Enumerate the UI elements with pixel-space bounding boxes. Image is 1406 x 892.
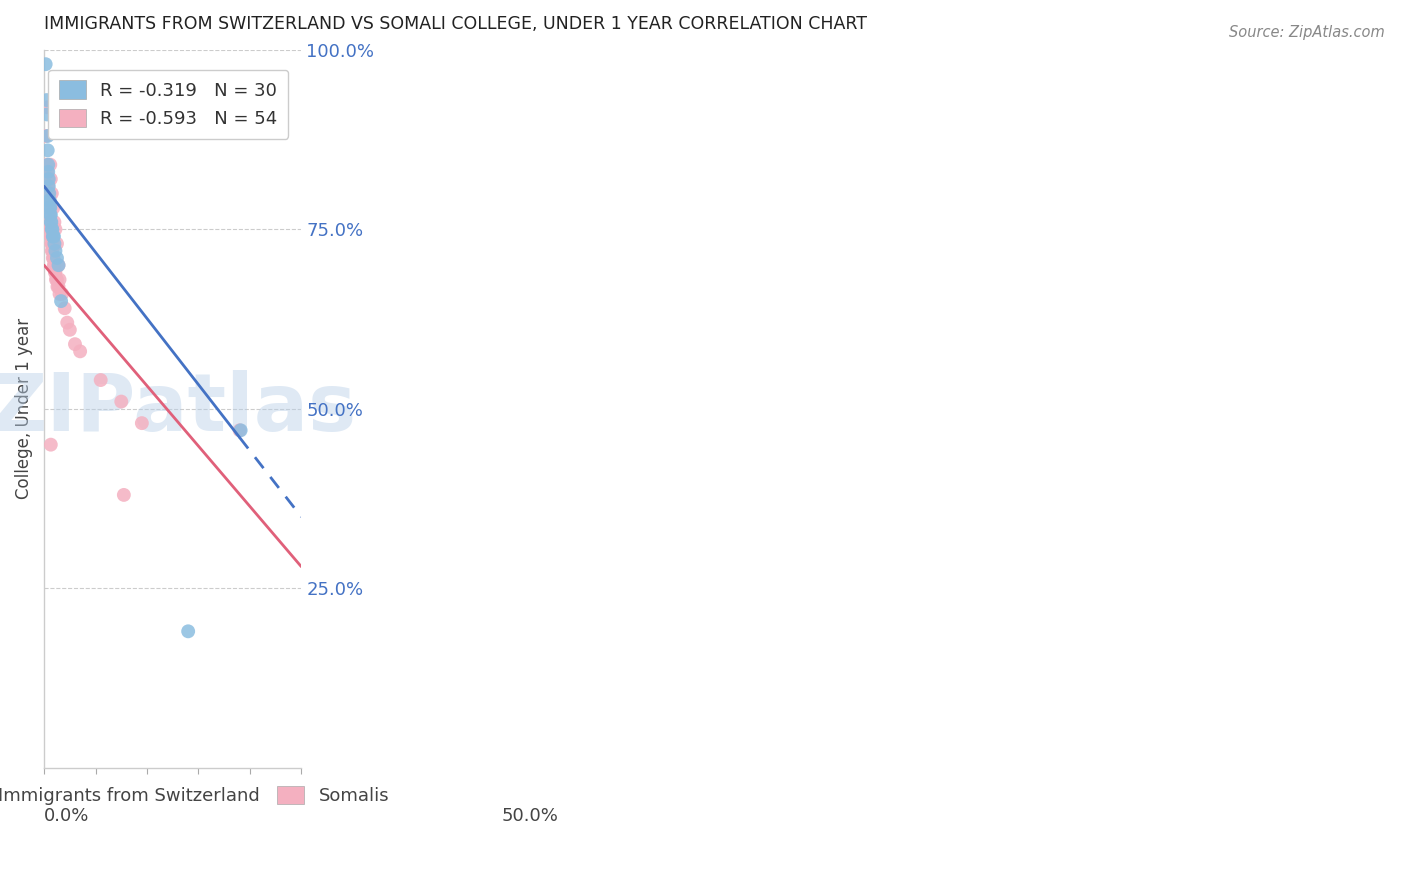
Point	[110, 394, 132, 409]
Point	[42, 229, 65, 244]
Point	[38, 201, 60, 215]
Point	[35, 158, 58, 172]
Point	[39, 229, 62, 244]
Point	[37, 158, 59, 172]
Point	[46, 251, 69, 265]
Point	[90, 373, 112, 387]
Point	[38, 201, 60, 215]
Point	[37, 165, 59, 179]
Point	[39, 222, 62, 236]
Point	[39, 229, 62, 244]
Text: IMMIGRANTS FROM SWITZERLAND VS SOMALI COLLEGE, UNDER 1 YEAR CORRELATION CHART: IMMIGRANTS FROM SWITZERLAND VS SOMALI CO…	[44, 15, 868, 33]
Point	[56, 316, 79, 330]
Point	[38, 194, 60, 208]
Point	[38, 201, 60, 215]
Point	[37, 165, 59, 179]
Point	[39, 158, 62, 172]
Point	[35, 93, 58, 107]
Point	[38, 194, 60, 208]
Point	[131, 416, 153, 430]
Point	[37, 144, 59, 158]
Point	[38, 194, 60, 208]
Point	[48, 258, 70, 272]
Point	[38, 172, 60, 186]
Point	[44, 244, 66, 258]
Legend: Immigrants from Switzerland, Somalis: Immigrants from Switzerland, Somalis	[0, 779, 396, 813]
Point	[39, 215, 62, 229]
Point	[45, 272, 67, 286]
Point	[177, 624, 200, 639]
Point	[39, 236, 62, 251]
Point	[41, 244, 63, 258]
Point	[112, 488, 135, 502]
Point	[46, 279, 69, 293]
Point	[38, 186, 60, 201]
Point	[39, 208, 62, 222]
Point	[37, 100, 59, 114]
Point	[41, 244, 63, 258]
Text: Source: ZipAtlas.com: Source: ZipAtlas.com	[1229, 25, 1385, 40]
Y-axis label: College, Under 1 year: College, Under 1 year	[15, 318, 32, 500]
Point	[41, 236, 63, 251]
Point	[46, 272, 69, 286]
Point	[37, 107, 59, 121]
Point	[46, 236, 69, 251]
Point	[38, 215, 60, 229]
Point	[34, 128, 56, 143]
Point	[44, 215, 66, 229]
Point	[39, 172, 62, 186]
Point	[37, 186, 59, 201]
Point	[39, 222, 62, 236]
Point	[44, 222, 66, 236]
Point	[42, 251, 65, 265]
Point	[42, 251, 65, 265]
Point	[42, 229, 65, 244]
Point	[38, 179, 60, 194]
Point	[42, 258, 65, 272]
Point	[48, 258, 70, 272]
Point	[53, 301, 76, 316]
Point	[39, 201, 62, 215]
Point	[41, 222, 63, 236]
Point	[37, 128, 59, 143]
Point	[39, 208, 62, 222]
Point	[228, 423, 250, 437]
Point	[69, 344, 91, 359]
Point	[37, 179, 59, 194]
Point	[48, 286, 70, 301]
Point	[48, 279, 70, 293]
Point	[41, 222, 63, 236]
Point	[44, 258, 66, 272]
Point	[38, 208, 60, 222]
Point	[51, 286, 73, 301]
Point	[63, 337, 86, 351]
Point	[42, 229, 65, 244]
Point	[44, 265, 66, 279]
Point	[34, 57, 56, 71]
Point	[59, 323, 82, 337]
Point	[39, 215, 62, 229]
Point	[49, 294, 72, 309]
Text: 50.0%: 50.0%	[502, 807, 558, 825]
Text: ZIPatlas: ZIPatlas	[0, 370, 357, 448]
Point	[39, 438, 62, 452]
Point	[44, 265, 66, 279]
Point	[44, 236, 66, 251]
Point	[37, 172, 59, 186]
Point	[48, 272, 70, 286]
Point	[39, 215, 62, 229]
Point	[38, 208, 60, 222]
Point	[41, 186, 63, 201]
Point	[229, 423, 252, 437]
Text: 0.0%: 0.0%	[44, 807, 90, 825]
Point	[42, 201, 65, 215]
